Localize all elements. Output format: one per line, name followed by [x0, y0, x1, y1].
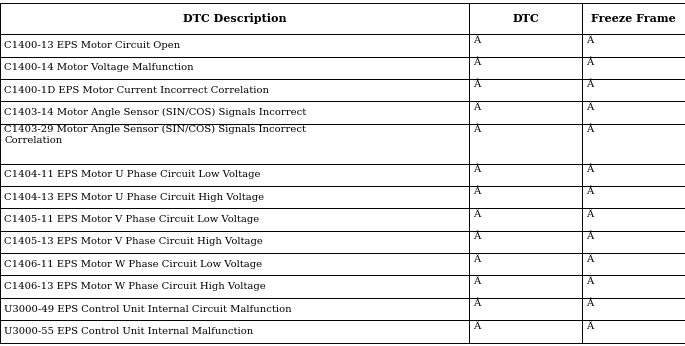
Bar [0, 124, 469, 164]
Bar [0, 57, 469, 79]
Bar [469, 124, 582, 164]
Text: U3000-49 EPS Control Unit Internal Circuit Malfunction: U3000-49 EPS Control Unit Internal Circu… [4, 304, 292, 313]
Bar [582, 208, 685, 231]
Text: C1400-13 EPS Motor Circuit Open: C1400-13 EPS Motor Circuit Open [4, 41, 180, 50]
Text: Â: Â [473, 188, 481, 197]
Text: C1403-29 Motor Angle Sensor (SIN/COS) Signals Incorrect
Correlation: C1403-29 Motor Angle Sensor (SIN/COS) Si… [4, 125, 306, 145]
Text: Â: Â [473, 81, 481, 90]
Bar [0, 164, 469, 186]
Text: Â: Â [586, 210, 594, 219]
Text: C1406-13 EPS Motor W Phase Circuit High Voltage: C1406-13 EPS Motor W Phase Circuit High … [4, 282, 266, 291]
Bar [582, 253, 685, 275]
Text: Â: Â [586, 36, 594, 45]
Bar [582, 3, 685, 34]
Bar [469, 253, 582, 275]
Bar [469, 57, 582, 79]
Text: Â: Â [473, 210, 481, 219]
Bar [469, 3, 582, 34]
Text: Â: Â [586, 299, 594, 308]
Text: Â: Â [473, 299, 481, 308]
Bar [0, 253, 469, 275]
Bar [582, 186, 685, 208]
Text: Â: Â [586, 165, 594, 174]
Text: C1405-13 EPS Motor V Phase Circuit High Voltage: C1405-13 EPS Motor V Phase Circuit High … [4, 237, 263, 246]
Bar [469, 320, 582, 343]
Text: Â: Â [473, 165, 481, 174]
Text: Â: Â [473, 125, 481, 134]
Bar [469, 186, 582, 208]
Text: Â: Â [473, 255, 481, 264]
Text: U3000-55 EPS Control Unit Internal Malfunction: U3000-55 EPS Control Unit Internal Malfu… [4, 327, 253, 336]
Bar [469, 231, 582, 253]
Text: Â: Â [473, 36, 481, 45]
Bar [582, 298, 685, 320]
Bar [0, 3, 469, 34]
Bar [582, 34, 685, 57]
Text: Â: Â [473, 277, 481, 286]
Text: C1406-11 EPS Motor W Phase Circuit Low Voltage: C1406-11 EPS Motor W Phase Circuit Low V… [4, 260, 262, 269]
Text: Â: Â [586, 103, 594, 112]
Bar [0, 101, 469, 124]
Text: Â: Â [586, 188, 594, 197]
Text: Â: Â [586, 81, 594, 90]
Bar [0, 34, 469, 57]
Bar [0, 79, 469, 101]
Bar [582, 231, 685, 253]
Text: Â: Â [473, 321, 481, 330]
Text: Â: Â [473, 58, 481, 67]
Bar [0, 320, 469, 343]
Bar [582, 124, 685, 164]
Text: C1400-14 Motor Voltage Malfunction: C1400-14 Motor Voltage Malfunction [4, 63, 194, 72]
Text: Â: Â [586, 321, 594, 330]
Bar [582, 101, 685, 124]
Bar [582, 275, 685, 298]
Bar [0, 298, 469, 320]
Text: Â: Â [586, 232, 594, 241]
Bar [469, 79, 582, 101]
Bar [582, 164, 685, 186]
Text: Â: Â [473, 103, 481, 112]
Bar [582, 320, 685, 343]
Bar [582, 79, 685, 101]
Bar [469, 34, 582, 57]
Text: DTC: DTC [512, 13, 539, 25]
Bar [582, 57, 685, 79]
Bar [0, 231, 469, 253]
Text: Â: Â [586, 277, 594, 286]
Text: DTC Description: DTC Description [183, 13, 286, 25]
Text: Â: Â [586, 58, 594, 67]
Text: Â: Â [473, 232, 481, 241]
Bar [0, 186, 469, 208]
Text: C1400-1D EPS Motor Current Incorrect Correlation: C1400-1D EPS Motor Current Incorrect Cor… [4, 86, 269, 95]
Text: Freeze Frame: Freeze Frame [591, 13, 676, 25]
Bar [469, 275, 582, 298]
Bar [469, 101, 582, 124]
Bar [0, 208, 469, 231]
Text: Â: Â [586, 125, 594, 134]
Text: C1403-14 Motor Angle Sensor (SIN/COS) Signals Incorrect: C1403-14 Motor Angle Sensor (SIN/COS) Si… [4, 108, 306, 117]
Text: C1405-11 EPS Motor V Phase Circuit Low Voltage: C1405-11 EPS Motor V Phase Circuit Low V… [4, 215, 260, 224]
Bar [469, 164, 582, 186]
Bar [0, 275, 469, 298]
Text: C1404-13 EPS Motor U Phase Circuit High Voltage: C1404-13 EPS Motor U Phase Circuit High … [4, 193, 264, 202]
Bar [469, 298, 582, 320]
Bar [469, 208, 582, 231]
Text: Â: Â [586, 255, 594, 264]
Text: C1404-11 EPS Motor U Phase Circuit Low Voltage: C1404-11 EPS Motor U Phase Circuit Low V… [4, 171, 260, 180]
